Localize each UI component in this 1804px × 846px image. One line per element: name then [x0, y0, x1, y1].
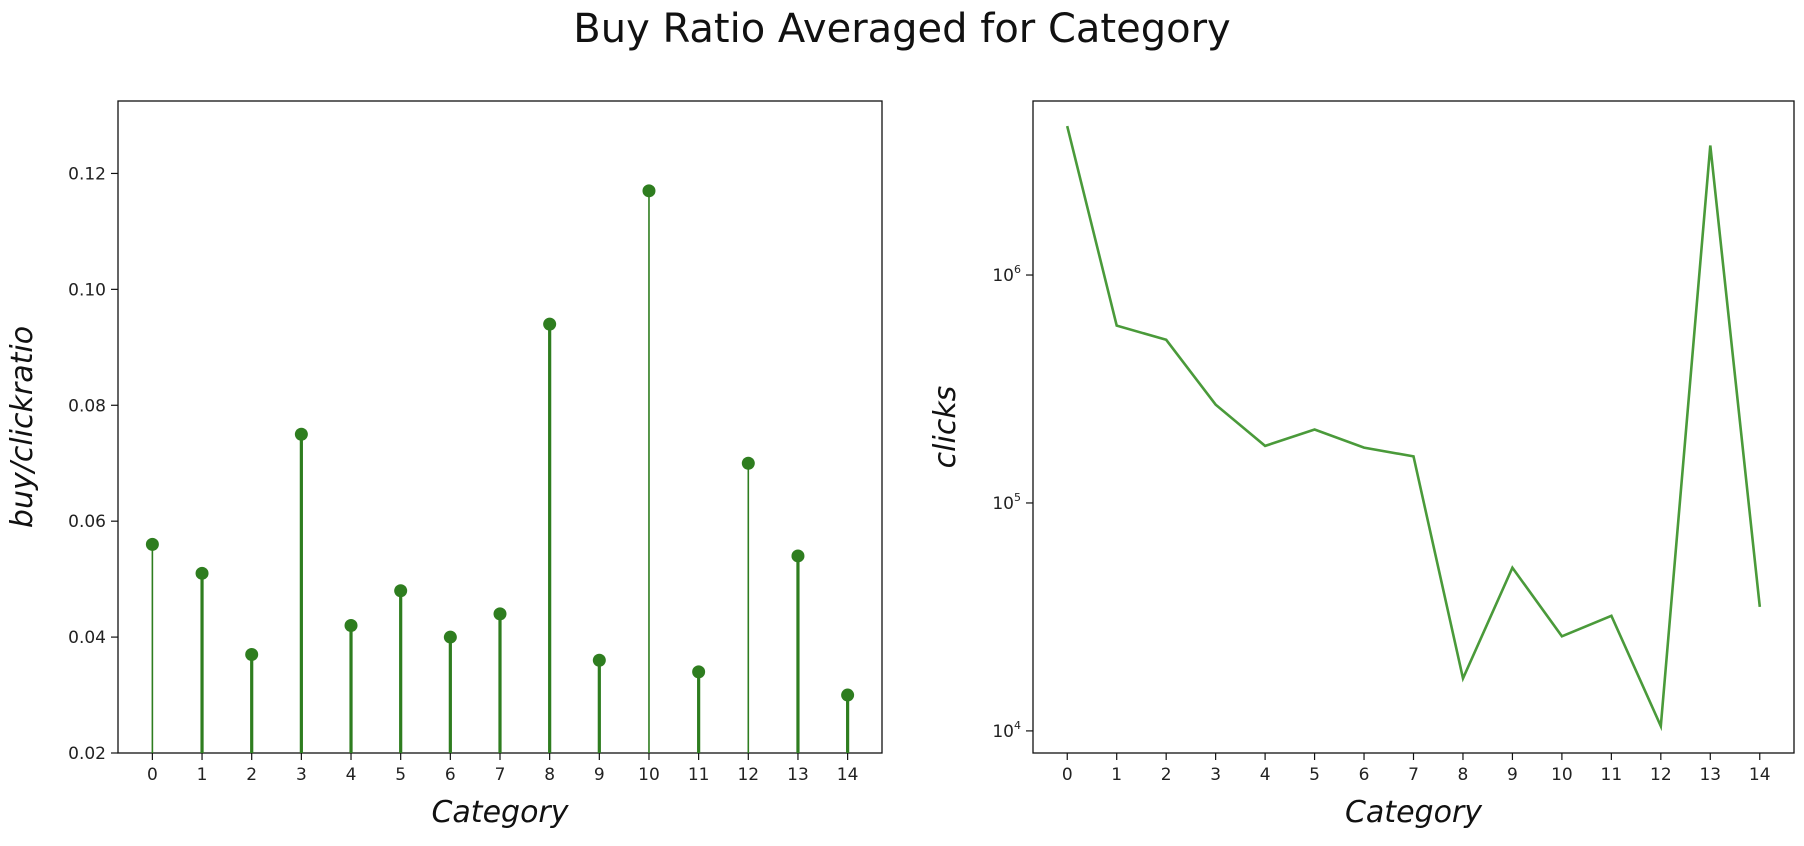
x-tick-label: 10 [1551, 765, 1573, 785]
x-tick-label: 14 [1749, 765, 1771, 785]
x-tick-label: 4 [346, 765, 357, 785]
x-tick-label: 8 [544, 765, 555, 785]
figure-title: Buy Ratio Averaged for Category [573, 6, 1231, 52]
stem-marker [543, 317, 557, 331]
y-tick-label: 104 [992, 719, 1021, 742]
stem-marker [592, 653, 606, 667]
y-tick-label: 105 [992, 491, 1021, 514]
x-tick-label: 7 [1408, 765, 1419, 785]
series-line [1065, 125, 1762, 732]
x-tick-label: 1 [1111, 765, 1122, 785]
y-axis-label: clicks [928, 386, 963, 469]
y-tick-label: 0.06 [68, 512, 106, 532]
x-tick-label: 1 [197, 765, 208, 785]
y-tick-label: 0.08 [68, 396, 106, 416]
x-tick-label: 4 [1260, 765, 1271, 785]
x-tick-label: 9 [1507, 765, 1518, 785]
x-tick-label: 13 [787, 765, 809, 785]
plot-frame-1 [1032, 100, 1795, 754]
x-tick-label: 5 [395, 765, 406, 785]
stem-marker [642, 184, 656, 198]
x-tick-label: 6 [1359, 765, 1370, 785]
stem-marker [791, 549, 805, 563]
x-tick-label: 9 [594, 765, 605, 785]
x-tick-label: 12 [1650, 765, 1672, 785]
x-tick-label: 12 [737, 765, 759, 785]
stem-marker [841, 688, 855, 702]
x-tick-label: 10 [638, 765, 660, 785]
stem-marker [493, 607, 507, 621]
x-tick-label: 3 [296, 765, 307, 785]
y-tick-label: 0.12 [68, 164, 106, 184]
x-tick-label: 11 [1601, 765, 1623, 785]
x-tick-label: 2 [1161, 765, 1172, 785]
x-tick-label: 7 [495, 765, 506, 785]
stem-marker [195, 566, 209, 580]
y-tick-label: 0.10 [68, 280, 106, 300]
x-axis-label: Category [1345, 795, 1483, 830]
y-axis-label: buy/clickratio [5, 326, 40, 528]
stem-marker [692, 665, 706, 679]
x-tick-label: 8 [1458, 765, 1469, 785]
y-tick-label: 0.04 [68, 628, 106, 648]
y-tick-label: 106 [992, 263, 1021, 286]
x-tick-label: 6 [445, 765, 456, 785]
stem-marker [245, 647, 259, 661]
stem-marker [294, 427, 308, 441]
stem-marker [344, 618, 358, 632]
x-tick-label: 3 [1210, 765, 1221, 785]
x-tick-label: 0 [1062, 765, 1073, 785]
x-tick-label: 0 [147, 765, 158, 785]
x-tick-label: 13 [1699, 765, 1721, 785]
stem-marker [443, 630, 457, 644]
y-tick-label: 0.02 [68, 744, 106, 764]
stem-marker [394, 584, 408, 598]
stem-marker [741, 456, 755, 470]
x-axis-label: Category [431, 795, 569, 830]
x-tick-label: 11 [688, 765, 710, 785]
x-tick-label: 5 [1309, 765, 1320, 785]
x-tick-label: 2 [246, 765, 257, 785]
x-tick-label: 14 [837, 765, 859, 785]
stem-marker [145, 537, 159, 551]
